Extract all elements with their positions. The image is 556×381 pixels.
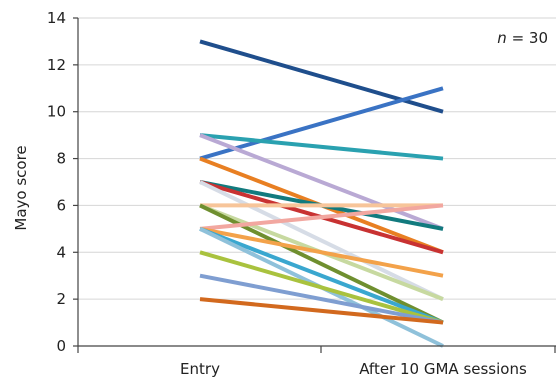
y-tick-label: 14 xyxy=(47,9,66,27)
patient-line-1 xyxy=(199,39,444,114)
patient-line-4 xyxy=(199,133,444,231)
patient-line-14 xyxy=(199,226,444,325)
patient-line-8 xyxy=(199,180,444,301)
annotation-rest: = 30 xyxy=(507,29,548,47)
y-tick-labels: 0 2 4 6 8 10 12 14 xyxy=(47,9,66,355)
patient-line-13 xyxy=(199,226,444,278)
patient-line-16 xyxy=(199,250,444,325)
axes xyxy=(73,17,556,353)
sample-size-annotation: n = 30 xyxy=(497,29,548,47)
annotation-italic: n xyxy=(497,29,507,47)
y-axis-title: Mayo score xyxy=(12,145,30,230)
patient-line-2 xyxy=(199,86,444,161)
y-tick-label: 6 xyxy=(56,196,66,214)
grid-lines xyxy=(78,17,556,300)
x-tick-label: Entry xyxy=(180,360,220,378)
y-tick-label: 12 xyxy=(47,56,66,74)
patient-line-17 xyxy=(199,273,444,325)
patient-line-12 xyxy=(199,203,444,231)
y-tick-label: 8 xyxy=(56,150,66,168)
x-tick-label: After 10 GMA sessions xyxy=(359,360,527,378)
y-tick-label: 4 xyxy=(56,243,66,261)
y-tick-label: 2 xyxy=(56,290,66,308)
series-lines xyxy=(199,39,444,348)
patient-line-18 xyxy=(199,297,444,325)
y-tick-label: 10 xyxy=(47,103,66,121)
x-tick-labels: Entry After 10 GMA sessions xyxy=(180,360,527,378)
y-tick-label: 0 xyxy=(56,337,66,355)
patient-line-3 xyxy=(199,133,444,161)
